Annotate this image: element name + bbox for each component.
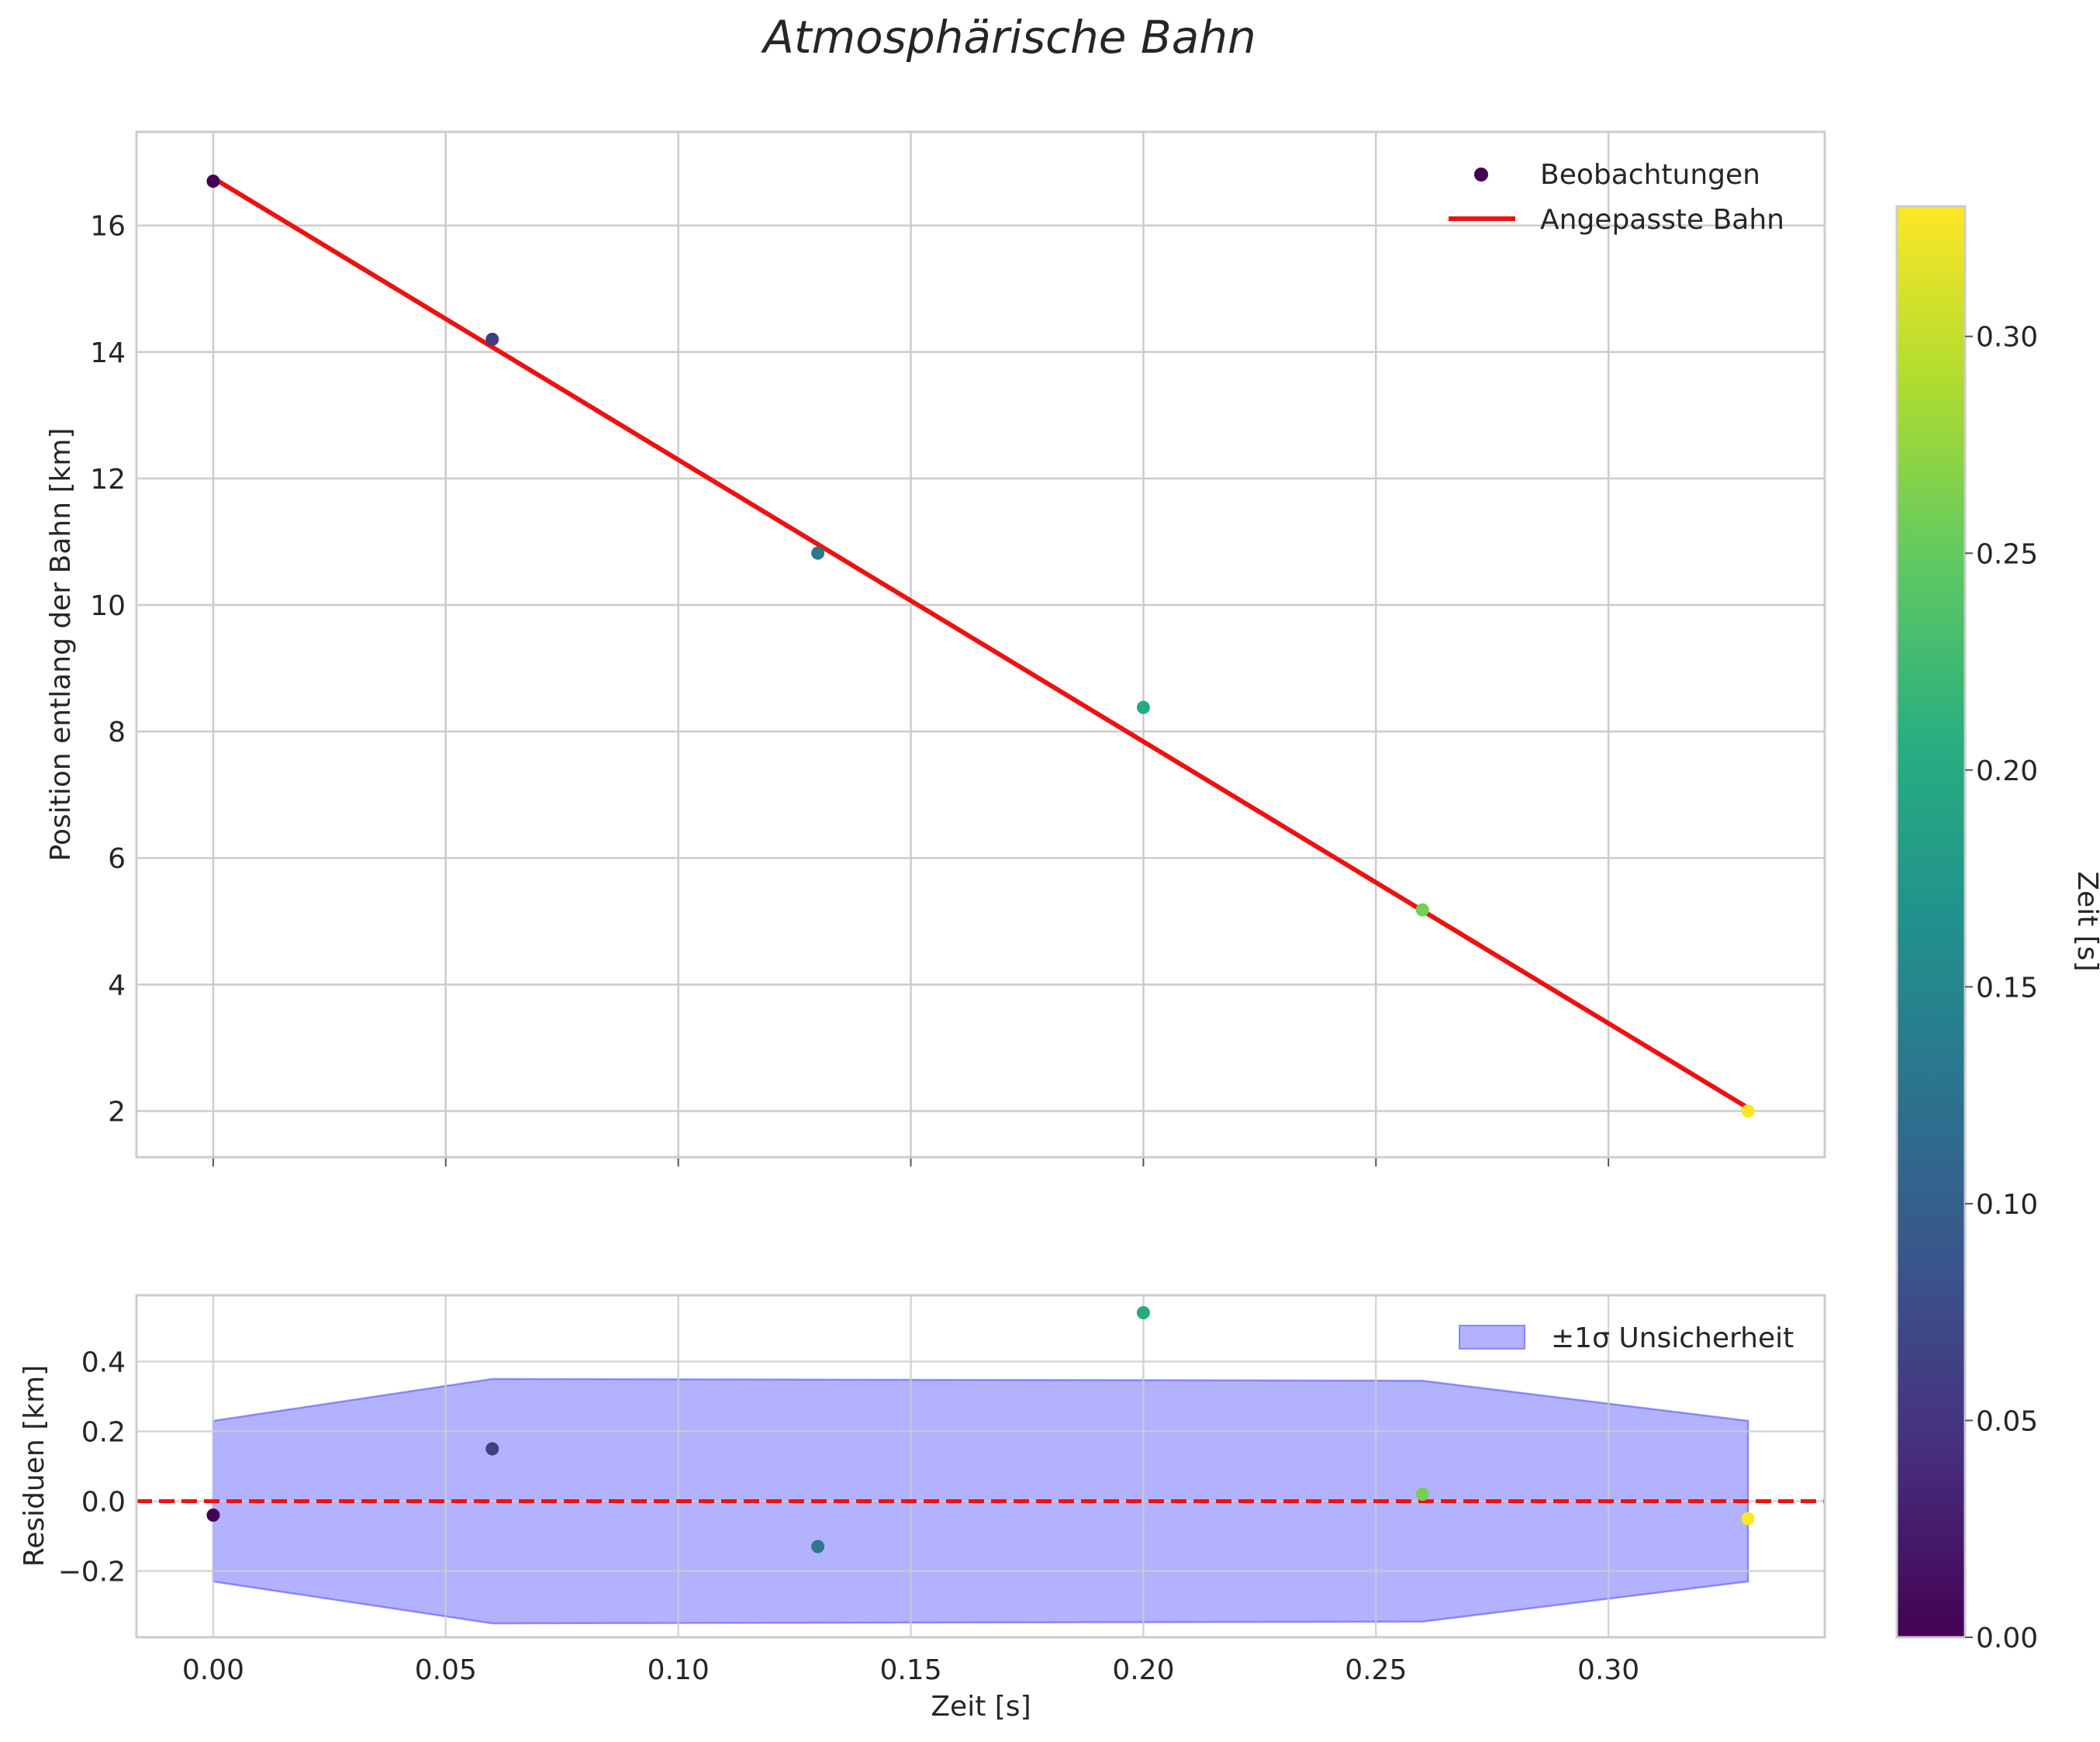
bottom-x-ticks: 0.00 0.05 0.10 0.15 0.20 0.25 0.30 xyxy=(182,1654,1639,1686)
colorbar-tick-label: 0.30 xyxy=(1976,322,2038,354)
bottom-data xyxy=(136,1306,1825,1554)
bottom-grid xyxy=(136,1295,1825,1637)
bottom-x-tick-label: 0.05 xyxy=(415,1654,477,1686)
top-data xyxy=(206,175,1755,1118)
top-x-ticks xyxy=(212,1157,1610,1167)
top-y-tick-label: 8 xyxy=(108,717,126,748)
legend-label-uncertainty: ±1σ Unsicherheit xyxy=(1551,1322,1794,1354)
observation-point xyxy=(206,175,220,188)
bottom-y-axis-label: Residuen [km] xyxy=(19,1365,50,1567)
bottom-y-tick-label: 0.0 xyxy=(81,1487,126,1519)
bottom-x-tick-label: 0.00 xyxy=(182,1654,244,1686)
bottom-axes-frame xyxy=(135,1294,1826,1639)
colorbar-tick-label: 0.00 xyxy=(1976,1623,2038,1654)
legend-label-angepasste-bahn: Angepasste Bahn xyxy=(1540,204,1784,236)
colorbar-tick-label: 0.10 xyxy=(1976,1189,2038,1221)
top-y-ticks: 2 4 6 8 10 12 14 16 xyxy=(90,211,126,1128)
observation-point xyxy=(1741,1104,1755,1118)
observation-point xyxy=(485,332,499,346)
bottom-x-tick-label: 0.30 xyxy=(1577,1654,1639,1686)
top-y-tick-label: 14 xyxy=(90,337,126,369)
top-y-tick-label: 4 xyxy=(108,970,126,1001)
observation-point xyxy=(1415,903,1429,917)
legend-label-beobachtungen: Beobachtungen xyxy=(1540,159,1760,191)
observation-point xyxy=(811,546,825,560)
bottom-x-axis-label: Zeit [s] xyxy=(931,1691,1031,1723)
bottom-legend: ±1σ Unsicherheit xyxy=(1459,1322,1794,1354)
colorbar-label: Zeit [s] xyxy=(2071,871,2100,971)
legend-marker-beobachtungen xyxy=(1474,168,1488,181)
top-y-tick-label: 12 xyxy=(90,464,126,496)
colorbar-tick-label: 0.15 xyxy=(1976,972,2038,1004)
top-y-tick-label: 6 xyxy=(108,843,126,875)
bottom-x-tick-label: 0.25 xyxy=(1345,1654,1407,1686)
legend-swatch-uncertainty xyxy=(1459,1325,1525,1350)
bottom-y-ticks: −0.2 0.0 0.2 0.4 xyxy=(58,1347,126,1588)
top-axes-frame xyxy=(135,130,1826,1159)
colorbar-tick-label: 0.20 xyxy=(1976,755,2038,787)
bottom-y-tick-label: −0.2 xyxy=(58,1557,126,1588)
top-y-tick-label: 16 xyxy=(90,211,126,243)
residual-point xyxy=(485,1442,499,1456)
residual-point xyxy=(811,1540,825,1554)
residual-point xyxy=(1415,1488,1429,1501)
colorbar-tick-label: 0.05 xyxy=(1976,1405,2038,1437)
chart-title: Atmosphärische Bahn xyxy=(760,11,1256,64)
colorbar-gradient xyxy=(1895,205,1967,1639)
bottom-y-tick-label: 0.2 xyxy=(81,1417,126,1449)
colorbar: 0.00 0.05 0.10 0.15 0.20 0.25 0.30 Zeit [s] xyxy=(1895,205,2100,1654)
top-y-tick-label: 2 xyxy=(108,1096,126,1128)
top-y-tick-label: 10 xyxy=(90,590,126,622)
bottom-x-tick-label: 0.20 xyxy=(1112,1654,1174,1686)
top-y-axis-label: Position entlang der Bahn [km] xyxy=(45,428,77,862)
fit-line xyxy=(212,175,1749,1110)
bottom-panel: −0.20.00.20.4 0.00 0.05 0.10 0.15 0.20 0.25 0.… xyxy=(19,1294,1826,1723)
top-grid xyxy=(136,132,1825,1157)
top-panel: 2 4 6 8 10 12 14 16 Position entlang der Bahn [… xyxy=(45,130,1826,1167)
colorbar-ticks: 0.00 0.05 0.10 0.15 0.20 0.25 0.30 xyxy=(1965,322,2038,1654)
top-legend: Beobachtungen Angepasste Bahn xyxy=(1449,159,1784,236)
observation-point xyxy=(1136,700,1150,714)
residual-point xyxy=(206,1509,220,1522)
colorbar-tick-label: 0.25 xyxy=(1976,538,2038,570)
bottom-x-tick-label: 0.10 xyxy=(648,1654,710,1686)
bottom-y-tick-label: 0.4 xyxy=(81,1347,126,1379)
residual-point xyxy=(1136,1306,1150,1319)
bottom-x-tick-label: 0.15 xyxy=(879,1654,941,1686)
residual-point xyxy=(1741,1512,1755,1526)
